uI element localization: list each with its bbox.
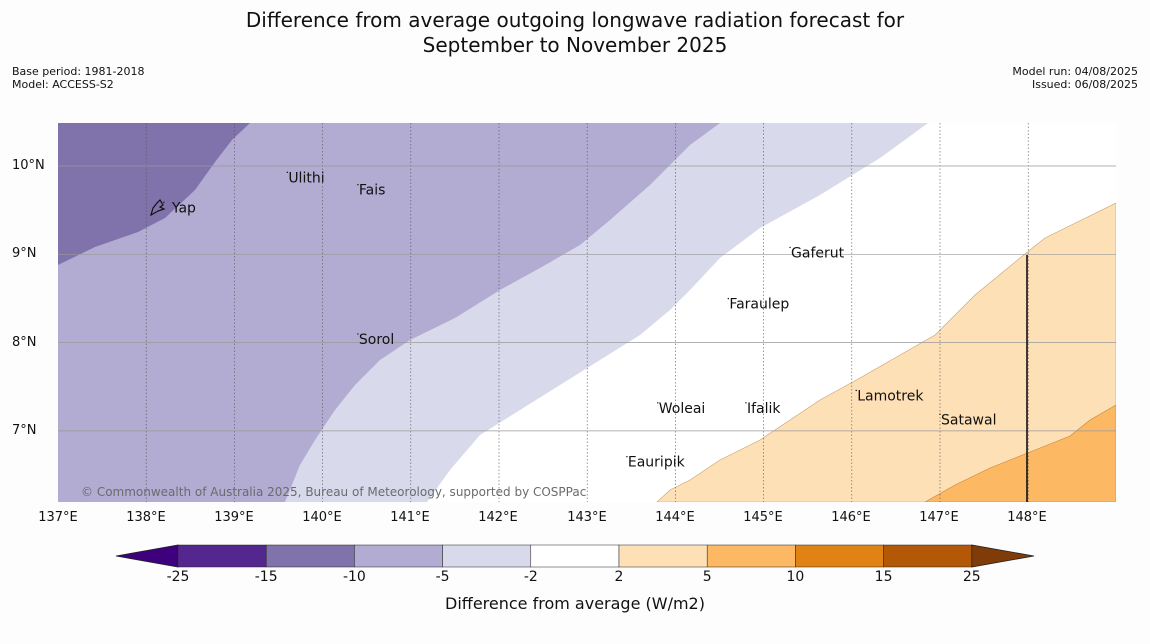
colorbar-segment xyxy=(265,544,355,568)
colorbar-tick-label: 10 xyxy=(786,569,805,585)
issued-date: Issued: 06/08/2025 xyxy=(1031,78,1138,91)
lon-label-147: 147°E xyxy=(919,510,959,525)
lon-label-141: 141°E xyxy=(390,510,430,525)
lat-label-8: 8°N xyxy=(12,335,37,350)
model-run: Model run: 04/08/2025 xyxy=(1012,65,1138,78)
place-label: Gaferut xyxy=(791,245,845,261)
place-marker xyxy=(626,455,628,458)
lon-label-142: 142°E xyxy=(478,510,518,525)
place-label: Satawal xyxy=(941,412,996,428)
place-label: Sorol xyxy=(359,332,394,348)
place-marker xyxy=(939,413,941,416)
place-marker xyxy=(855,389,857,392)
base-period: Base period: 1981-2018 xyxy=(12,65,145,78)
colorbar-tick-label: -15 xyxy=(254,569,278,585)
lon-label-137: 137°E xyxy=(38,510,78,525)
lon-label-148: 148°E xyxy=(1007,510,1047,525)
contour-band-minus15-minus10 xyxy=(58,123,250,265)
place-marker xyxy=(657,402,659,404)
place-label: Yap xyxy=(171,200,196,216)
meta-left: Base period: 1981-2018 Model: ACCESS-S2 xyxy=(12,65,144,91)
colorbar-tick-label: -5 xyxy=(435,569,450,585)
colorbar-segment xyxy=(530,544,620,568)
lat-label-7: 7°N xyxy=(12,423,37,438)
contour-band-2-5 xyxy=(656,202,1116,502)
colorbar-tick-label: -25 xyxy=(166,569,190,585)
place-label: Ulithi xyxy=(288,170,324,186)
lon-label-146: 146°E xyxy=(831,510,871,525)
copyright-text: © Commonwealth of Australia 2025, Bureau… xyxy=(81,485,586,499)
title-line-1: Difference from average outgoing longwav… xyxy=(245,8,905,32)
lon-label-144: 144°E xyxy=(655,510,695,525)
place-marker xyxy=(357,184,359,186)
place-marker xyxy=(357,333,359,335)
colorbar-segment xyxy=(177,544,267,568)
place-marker xyxy=(745,402,747,404)
lon-label-139: 139°E xyxy=(214,510,254,525)
place-labels: Yap Ulithi Fais Gaferut Faraulep Sorol Lamotre… xyxy=(163,170,996,471)
model-name: Model: ACCESS-S2 xyxy=(12,78,114,91)
colorbar-segment xyxy=(795,544,884,568)
colorbar-extend-high xyxy=(971,544,1035,568)
lon-label-145: 145°E xyxy=(743,510,783,525)
colorbar-segment xyxy=(883,544,973,568)
colorbar-tick-label: 5 xyxy=(702,569,712,585)
contour-band-minus10-minus5 xyxy=(58,123,720,502)
meta-right: Model run: 04/08/2025 Issued: 06/08/2025 xyxy=(1012,65,1138,91)
place-label: Fais xyxy=(359,183,386,199)
place-label: Lamotrek xyxy=(857,388,924,404)
place-label: Woleai xyxy=(659,401,706,417)
colorbar-tick-label: 15 xyxy=(874,569,893,585)
yap-island xyxy=(150,199,166,217)
colorbar-segment xyxy=(706,544,796,568)
place-marker xyxy=(286,171,289,174)
lat-label-10: 10°N xyxy=(12,158,45,173)
place-label: Eauripik xyxy=(628,455,686,471)
place-marker xyxy=(789,246,791,249)
colorbar-tick-label: -2 xyxy=(523,569,538,585)
lon-label-138: 138°E xyxy=(126,510,166,525)
colorbar-segment xyxy=(618,544,708,568)
lat-label-9: 9°N xyxy=(12,246,37,261)
colorbar-extend-low xyxy=(115,544,179,568)
colorbar-segment xyxy=(354,544,443,568)
place-marker xyxy=(163,201,165,204)
place-marker xyxy=(727,297,730,300)
gridlines xyxy=(58,123,1116,502)
colorbar-tick-label: 25 xyxy=(962,569,981,585)
colorbar-tick-label: -10 xyxy=(342,569,366,585)
title-line-2: September to November 2025 xyxy=(422,33,728,57)
colorbar-tick-label: 2 xyxy=(614,569,624,585)
map-area: Yap Ulithi Fais Gaferut Faraulep Sorol Lamotre… xyxy=(58,123,1116,502)
lon-label-140: 140°E xyxy=(302,510,342,525)
lon-label-143: 143°E xyxy=(567,510,607,525)
colorbar-segment xyxy=(442,544,532,568)
place-label: Faraulep xyxy=(729,297,789,313)
colorbar xyxy=(115,544,1035,568)
contour-band-5-10 xyxy=(924,404,1116,502)
place-label: Ifalik xyxy=(747,401,781,417)
colorbar-title: Difference from average (W/m2) xyxy=(445,594,705,613)
map-title: Difference from average outgoing longwav… xyxy=(0,8,1150,58)
